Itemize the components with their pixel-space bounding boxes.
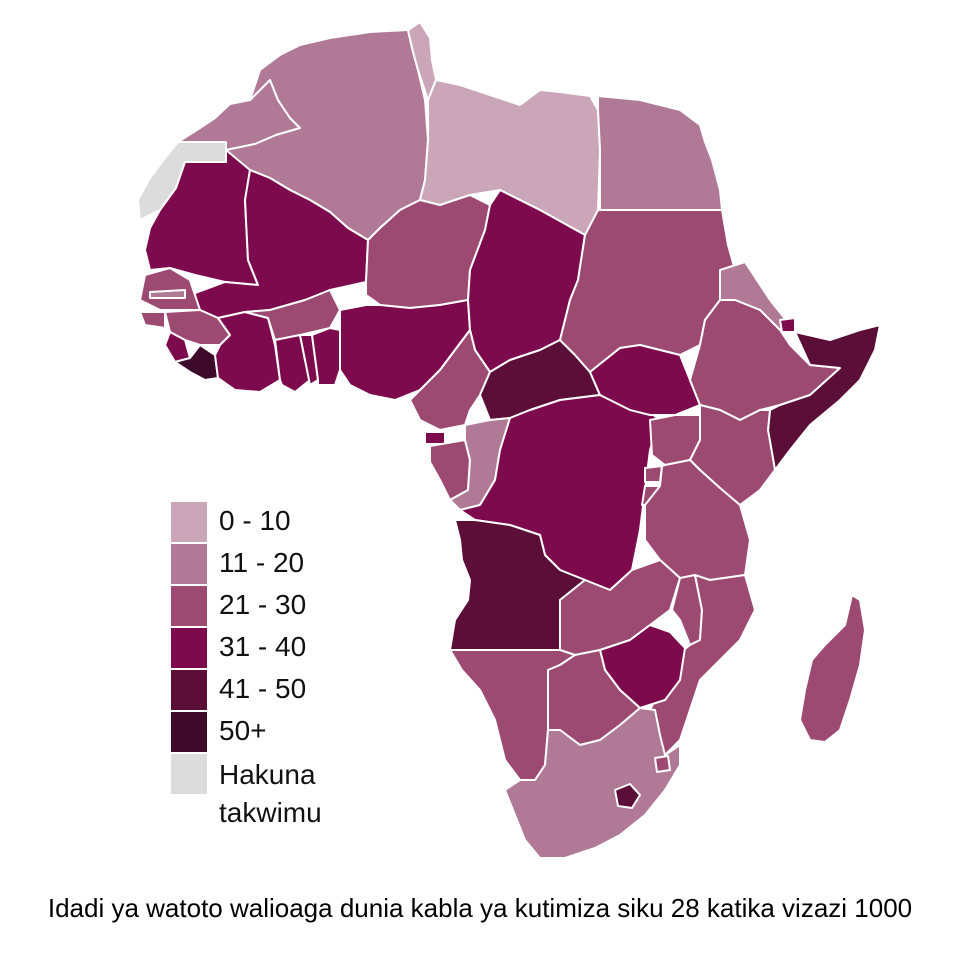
legend-swatch [171, 670, 207, 710]
region-egypt [597, 95, 723, 211]
legend-swatch [171, 502, 207, 542]
region-burkina-faso [244, 289, 341, 341]
region-gambia [149, 289, 186, 299]
legend-swatch [171, 586, 207, 626]
legend-label: 31 - 40 [219, 631, 307, 662]
region-guinea-bissau [139, 311, 166, 329]
region-somalia [767, 324, 881, 471]
region-gabon [429, 439, 471, 501]
legend-label: Hakuna takwimu [219, 759, 322, 828]
legend-label: 11 - 20 [219, 547, 305, 578]
region-djibouti [779, 317, 796, 333]
legend-swatch [171, 544, 207, 584]
legend-label: 0 - 10 [219, 505, 291, 536]
region-benin [311, 327, 341, 386]
region-rwanda [644, 465, 663, 483]
region-south-africa [504, 707, 681, 859]
region-lesotho [614, 783, 641, 809]
region-equatorial-guinea [424, 431, 446, 445]
legend-label: 41 - 50 [219, 673, 307, 704]
africa-map [137, 21, 881, 859]
legend-swatch [171, 628, 207, 668]
legend-swatch [171, 754, 207, 794]
region-madagascar [799, 594, 866, 743]
region-eswatini [654, 755, 671, 773]
legend-label: 21 - 30 [219, 589, 307, 620]
legend-label: 50+ [219, 715, 267, 746]
map-caption: Idadi ya watoto walioaga dunia kabla ya … [47, 893, 913, 923]
legend-swatch [171, 712, 207, 752]
